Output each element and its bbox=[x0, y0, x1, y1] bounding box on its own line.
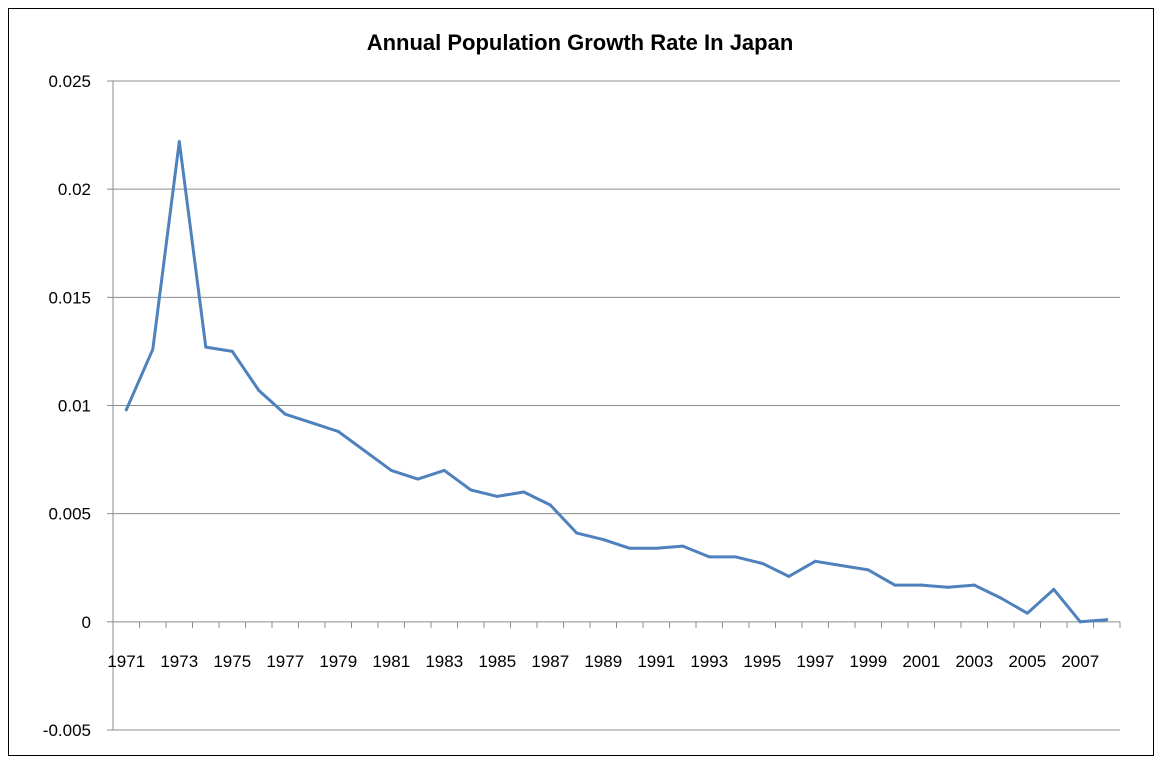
data-point bbox=[813, 559, 817, 563]
data-point bbox=[1078, 620, 1082, 624]
x-tick-label: 1989 bbox=[584, 652, 622, 671]
x-tick-label: 2003 bbox=[955, 652, 993, 671]
data-point bbox=[204, 345, 208, 349]
x-tick-label: 1979 bbox=[319, 652, 357, 671]
y-tick-label: 0.025 bbox=[48, 72, 91, 91]
data-point bbox=[336, 429, 340, 433]
x-tick-label: 2001 bbox=[902, 652, 940, 671]
data-point bbox=[548, 503, 552, 507]
y-tick-label: -0.005 bbox=[43, 721, 91, 740]
y-tick-label: 0.015 bbox=[48, 288, 91, 307]
x-tick-label: 1995 bbox=[743, 652, 781, 671]
data-point bbox=[840, 564, 844, 568]
data-point bbox=[495, 494, 499, 498]
data-point bbox=[601, 538, 605, 542]
x-tick-label: 1977 bbox=[266, 652, 304, 671]
x-tick-label: 1999 bbox=[849, 652, 887, 671]
x-tick-label: 1983 bbox=[425, 652, 463, 671]
data-point bbox=[1052, 587, 1056, 591]
y-axis-ticks: -0.005 0 0.005 0.01 0.015 0.02 0.025 bbox=[43, 72, 113, 740]
x-tick-label: 1985 bbox=[478, 652, 516, 671]
data-point bbox=[893, 583, 897, 587]
data-point bbox=[1025, 611, 1029, 615]
x-axis-ticks: 1971 1973 1975 1977 1979 1981 1983 1985 1987 1989… bbox=[107, 621, 1121, 671]
gridlines bbox=[113, 80, 1120, 731]
y-tick-label: 0.02 bbox=[58, 180, 91, 199]
chart-title: Annual Population Growth Rate In Japan bbox=[367, 30, 794, 55]
x-tick-label: 1971 bbox=[107, 652, 145, 671]
data-point bbox=[628, 546, 632, 550]
data-point bbox=[760, 561, 764, 565]
data-point bbox=[177, 140, 181, 144]
data-point bbox=[416, 477, 420, 481]
data-point bbox=[707, 555, 711, 559]
data-point bbox=[230, 349, 234, 353]
y-tick-label: 0.005 bbox=[48, 505, 91, 524]
series-line bbox=[124, 140, 1107, 624]
data-point bbox=[363, 449, 367, 453]
data-point bbox=[124, 408, 128, 412]
x-tick-label: 1973 bbox=[160, 652, 198, 671]
data-point bbox=[575, 531, 579, 535]
chart-frame bbox=[8, 8, 1154, 756]
y-tick-label: 0.01 bbox=[58, 397, 91, 416]
data-point bbox=[734, 555, 738, 559]
data-point bbox=[972, 583, 976, 587]
series-group bbox=[124, 140, 1109, 624]
data-point bbox=[389, 468, 393, 472]
x-tick-label: 2007 bbox=[1061, 652, 1099, 671]
data-point bbox=[522, 490, 526, 494]
data-point bbox=[919, 583, 923, 587]
x-tick-label: 1975 bbox=[213, 652, 251, 671]
data-point bbox=[469, 488, 473, 492]
data-point bbox=[999, 596, 1003, 600]
y-tick-label: 0 bbox=[82, 613, 91, 632]
x-tick-label: 2005 bbox=[1008, 652, 1046, 671]
data-point bbox=[442, 468, 446, 472]
x-tick-label: 1991 bbox=[637, 652, 675, 671]
x-tick-label: 1993 bbox=[690, 652, 728, 671]
data-point bbox=[151, 347, 155, 351]
data-point bbox=[1105, 618, 1109, 622]
x-tick-label: 1997 bbox=[796, 652, 834, 671]
x-tick-label: 1981 bbox=[372, 652, 410, 671]
x-tick-label: 1987 bbox=[531, 652, 569, 671]
data-point bbox=[654, 546, 658, 550]
data-point bbox=[681, 544, 685, 548]
data-point bbox=[283, 412, 287, 416]
data-point bbox=[310, 421, 314, 425]
data-point bbox=[257, 388, 261, 392]
data-point bbox=[787, 574, 791, 578]
data-point bbox=[866, 568, 870, 572]
data-point bbox=[946, 585, 950, 589]
